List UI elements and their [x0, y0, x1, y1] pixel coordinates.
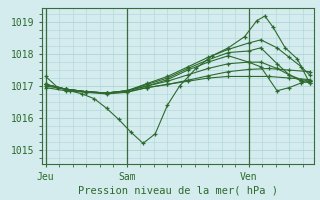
- X-axis label: Pression niveau de la mer( hPa ): Pression niveau de la mer( hPa ): [77, 186, 278, 196]
